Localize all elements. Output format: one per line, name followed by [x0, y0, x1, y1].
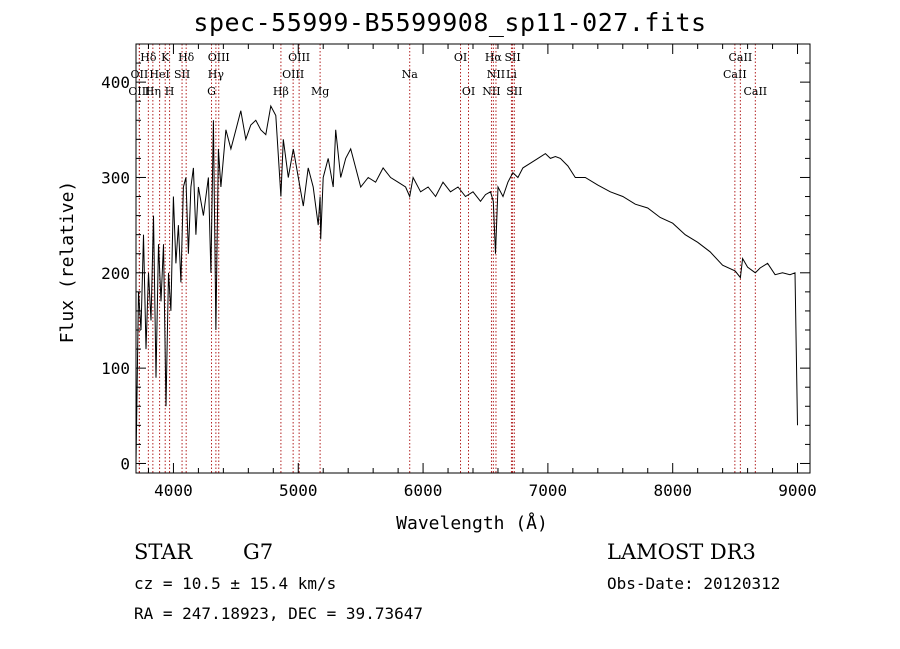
x-tick-label: 4000	[154, 481, 193, 500]
y-axis-label: Flux (relative)	[57, 181, 78, 344]
spectral-line-label: H	[165, 85, 175, 98]
x-tick-label: 8000	[653, 481, 692, 500]
y-tick-label: 100	[101, 359, 130, 378]
spectral-line-label: CaII	[729, 51, 753, 64]
spectral-line-label: OIII	[282, 68, 304, 81]
spectral-line-markers	[138, 44, 756, 473]
survey-name: LAMOST DR3	[607, 540, 756, 564]
plot-frame	[135, 43, 811, 474]
y-tick-label: 400	[101, 73, 130, 92]
x-axis: 4000 5000 6000 7000 8000 9000	[147, 44, 817, 500]
chart-title: spec-55999-B5599908_sp11-027.fits	[193, 8, 707, 37]
y-tick-label: 0	[120, 454, 130, 473]
object-class: STAR	[134, 540, 193, 564]
spectral-line-label: Hβ	[273, 85, 289, 98]
spectral-line-label: Mg	[311, 85, 329, 98]
y-axis: 0 100 200 300 400	[101, 62, 810, 473]
spectral-line-label: Hγ	[208, 68, 225, 81]
spectral-line-label: SII	[504, 51, 520, 64]
spectral-line-label: Li	[506, 68, 517, 81]
spectral-line-label: Na	[402, 68, 419, 81]
spectral-line-label: Hδ	[178, 51, 195, 64]
spectral-line-label: OIII	[128, 85, 150, 98]
spectral-line-label: OIII	[208, 51, 230, 64]
spectral-line-label: OII	[131, 68, 149, 81]
spectral-line-label: SII	[174, 68, 190, 81]
redshift-readout: cz = 10.5 ± 15.4 km/s	[134, 574, 337, 593]
spectral-line-label: K	[161, 51, 170, 64]
spectral-line-label: SII	[506, 85, 522, 98]
x-tick-label: 6000	[404, 481, 443, 500]
spectral-line-label: HeI	[149, 68, 169, 81]
spectrum-line	[135, 104, 798, 464]
spectral-line-label: NII	[487, 68, 505, 81]
object-subclass: G7	[243, 540, 274, 564]
x-tick-label: 9000	[778, 481, 817, 500]
spectral-line-label: Hδ	[140, 51, 157, 64]
spectral-line-label: CaII	[743, 85, 767, 98]
spectral-line-label: Hη	[145, 85, 161, 98]
x-axis-label: Wavelength (Å)	[396, 512, 548, 534]
spectral-line-label: OI	[454, 51, 467, 64]
spectral-line-label: G	[207, 85, 216, 98]
spectral-line-label: Hα	[485, 51, 503, 64]
spectral-line-label: NII	[482, 85, 500, 98]
observation-date: Obs-Date: 20120312	[607, 574, 781, 593]
x-tick-label: 5000	[279, 481, 318, 500]
x-tick-label: 7000	[529, 481, 568, 500]
spectral-line-label: OI	[462, 85, 475, 98]
spectral-line-label: CaII	[723, 68, 747, 81]
coordinates-readout: RA = 247.18923, DEC = 39.73647	[134, 604, 423, 623]
y-tick-label: 200	[101, 264, 130, 283]
y-tick-label: 300	[101, 168, 130, 187]
spectral-line-label: OIII	[288, 51, 310, 64]
